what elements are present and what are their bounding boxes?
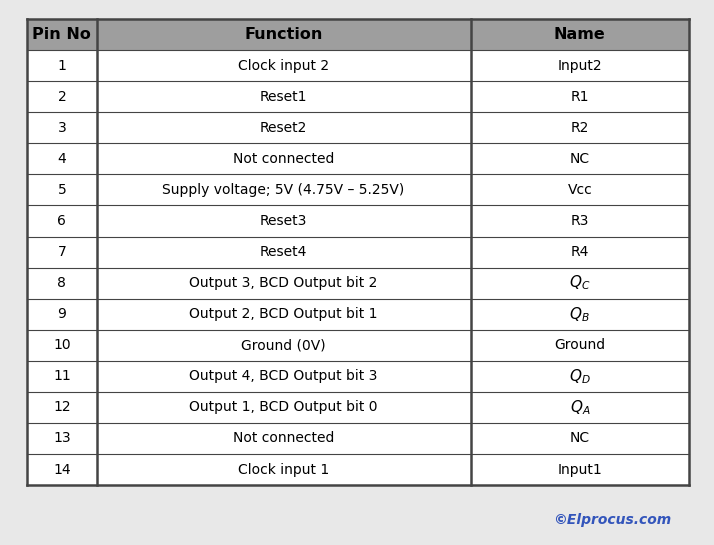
Bar [27, 299, 689, 330]
Text: Clock input 2: Clock input 2 [238, 59, 329, 72]
Text: 4: 4 [58, 152, 66, 166]
Text: NC: NC [570, 152, 590, 166]
Text: 2: 2 [58, 90, 66, 104]
Text: 1: 1 [57, 59, 66, 72]
Text: Not connected: Not connected [233, 152, 334, 166]
Text: Output 4, BCD Output bit 3: Output 4, BCD Output bit 3 [189, 370, 378, 383]
Bar [27, 454, 689, 485]
Text: Output 3, BCD Output bit 2: Output 3, BCD Output bit 2 [189, 276, 378, 290]
Bar [27, 423, 689, 454]
Text: 5: 5 [58, 183, 66, 197]
Text: R2: R2 [570, 121, 589, 135]
Text: Output 1, BCD Output bit 0: Output 1, BCD Output bit 0 [189, 401, 378, 414]
Bar [27, 268, 689, 299]
Text: Input1: Input1 [558, 463, 602, 476]
Text: $Q_{A}$: $Q_{A}$ [570, 398, 590, 417]
Text: $Q_{B}$: $Q_{B}$ [570, 305, 590, 324]
Text: Reset4: Reset4 [260, 245, 307, 259]
Text: ©Elprocus.com: ©Elprocus.com [553, 513, 671, 528]
Text: Function: Function [244, 27, 323, 42]
Text: R4: R4 [570, 245, 589, 259]
Text: Pin No: Pin No [32, 27, 91, 42]
Bar [27, 361, 689, 392]
Text: 9: 9 [57, 307, 66, 321]
Text: 3: 3 [58, 121, 66, 135]
Text: 13: 13 [53, 432, 71, 445]
Text: R3: R3 [570, 214, 589, 228]
Bar [27, 330, 689, 361]
Bar [27, 19, 689, 485]
Text: Ground (0V): Ground (0V) [241, 338, 326, 352]
Text: 11: 11 [53, 370, 71, 383]
Bar [27, 19, 689, 50]
Text: 8: 8 [57, 276, 66, 290]
Bar [27, 112, 689, 143]
Text: 12: 12 [53, 401, 71, 414]
Text: $Q_{C}$: $Q_{C}$ [569, 274, 590, 293]
Text: Reset2: Reset2 [260, 121, 307, 135]
Text: Name: Name [554, 27, 605, 42]
Text: Supply voltage; 5V (4.75V – 5.25V): Supply voltage; 5V (4.75V – 5.25V) [163, 183, 405, 197]
Text: 6: 6 [57, 214, 66, 228]
Text: Reset1: Reset1 [260, 90, 307, 104]
Text: Not connected: Not connected [233, 432, 334, 445]
Text: Reset3: Reset3 [260, 214, 307, 228]
Bar [27, 237, 689, 268]
Bar [27, 392, 689, 423]
Bar [27, 174, 689, 205]
Text: R1: R1 [570, 90, 589, 104]
Bar [27, 50, 689, 81]
Text: Input2: Input2 [558, 59, 602, 72]
Text: $Q_{D}$: $Q_{D}$ [569, 367, 590, 386]
Bar [27, 81, 689, 112]
Text: NC: NC [570, 432, 590, 445]
Text: Output 2, BCD Output bit 1: Output 2, BCD Output bit 1 [189, 307, 378, 321]
Text: Clock input 1: Clock input 1 [238, 463, 329, 476]
Text: 10: 10 [53, 338, 71, 352]
Bar [27, 205, 689, 237]
Text: Vcc: Vcc [568, 183, 592, 197]
Bar [27, 143, 689, 174]
Text: Ground: Ground [554, 338, 605, 352]
Text: 7: 7 [58, 245, 66, 259]
Text: 14: 14 [53, 463, 71, 476]
